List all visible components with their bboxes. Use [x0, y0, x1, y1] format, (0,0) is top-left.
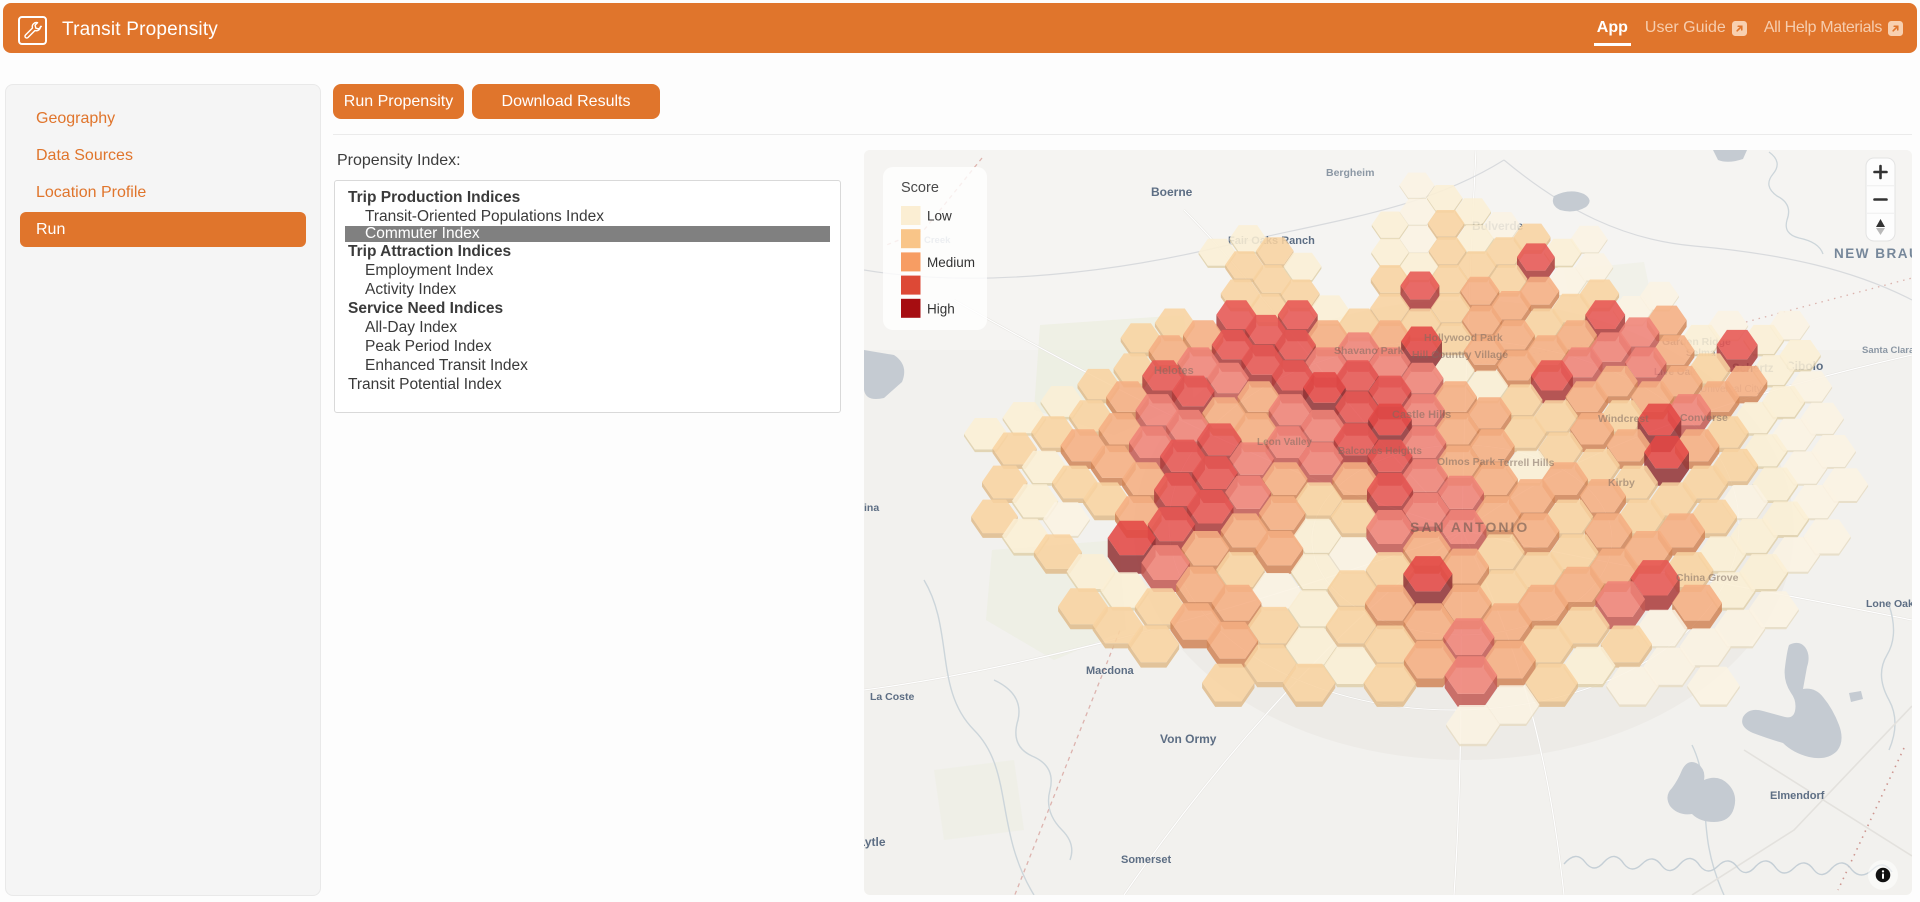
- svg-text:Balcones Heights: Balcones Heights: [1338, 446, 1422, 457]
- svg-text:Kirby: Kirby: [1608, 477, 1635, 489]
- svg-text:Macdona: Macdona: [1086, 665, 1135, 677]
- svg-text:NEW BRAUNFELS: NEW BRAUNFELS: [1834, 246, 1912, 261]
- svg-text:Von Ormy: Von Ormy: [1160, 732, 1217, 746]
- svg-text:Medium: Medium: [927, 255, 975, 270]
- svg-text:ina: ina: [864, 502, 879, 514]
- svg-text:Lone Oak: Lone Oak: [1866, 598, 1912, 610]
- svg-text:Windcrest: Windcrest: [1598, 413, 1649, 425]
- svg-text:Converse: Converse: [1680, 412, 1728, 424]
- svg-text:Bergheim: Bergheim: [1326, 167, 1374, 179]
- svg-text:Olmos Park: Olmos Park: [1437, 456, 1496, 468]
- svg-text:La Coste: La Coste: [870, 691, 915, 703]
- svg-text:Lytle: Lytle: [864, 835, 886, 849]
- svg-text:Hollywood Park: Hollywood Park: [1424, 332, 1503, 344]
- svg-text:Low: Low: [927, 209, 952, 224]
- svg-text:Somerset: Somerset: [1121, 854, 1171, 866]
- svg-text:Castle Hills: Castle Hills: [1392, 409, 1451, 421]
- svg-text:Helotes: Helotes: [1154, 365, 1194, 377]
- svg-text:Shavano Park: Shavano Park: [1334, 345, 1404, 357]
- svg-text:Hill Country Village: Hill Country Village: [1412, 349, 1508, 361]
- svg-text:SAN ANTONIO: SAN ANTONIO: [1410, 519, 1529, 535]
- svg-text:China Grove: China Grove: [1676, 572, 1739, 584]
- svg-text:Leon Valley: Leon Valley: [1257, 437, 1312, 448]
- svg-text:Boerne: Boerne: [1151, 185, 1193, 199]
- svg-text:Score: Score: [901, 180, 939, 196]
- svg-text:Elmendorf: Elmendorf: [1770, 790, 1825, 802]
- svg-text:Terrell Hills: Terrell Hills: [1498, 457, 1555, 469]
- svg-text:High: High: [927, 301, 955, 316]
- svg-text:Santa Clara: Santa Clara: [1862, 345, 1912, 356]
